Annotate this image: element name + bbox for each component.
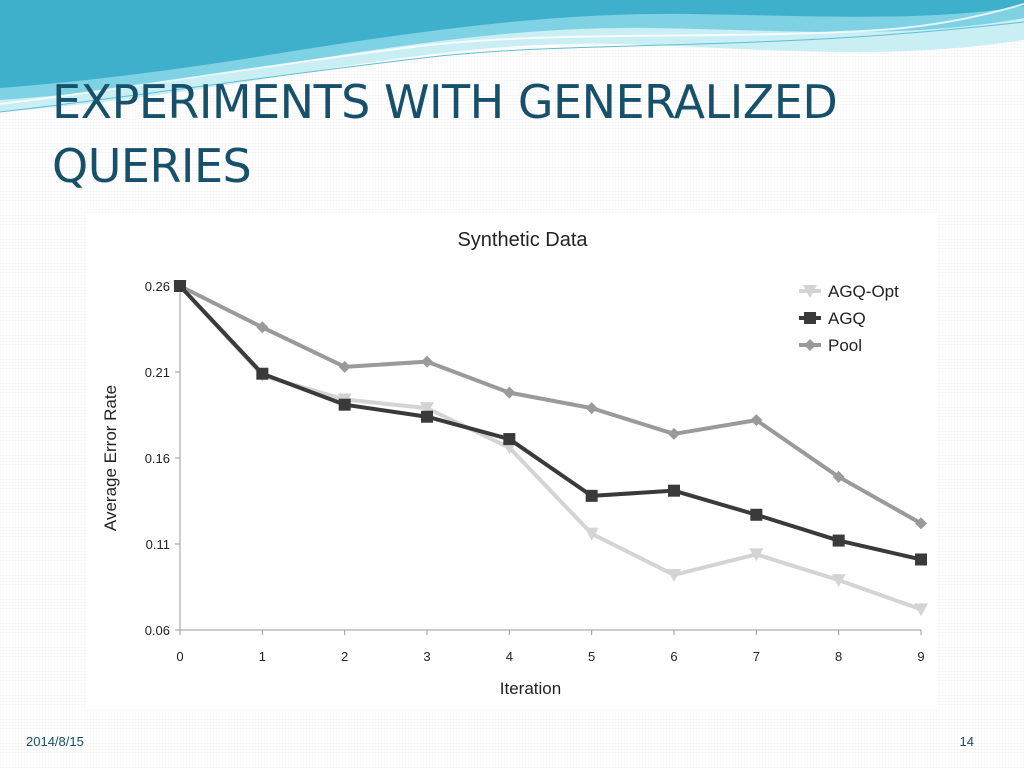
series-line-pool — [179, 284, 922, 526]
x-tick-label: 5 — [588, 649, 595, 664]
wave-highlight — [0, 3, 1024, 105]
x-tick-label: 7 — [753, 649, 760, 664]
chart-title: Synthetic Data — [457, 229, 588, 251]
data-point-agq-opt — [831, 574, 846, 588]
data-point-pool — [832, 470, 845, 483]
data-point-pool — [421, 355, 433, 368]
x-tick-label: 0 — [176, 649, 183, 664]
legend-marker-pool — [804, 339, 816, 351]
data-point-agq — [750, 508, 763, 521]
footer-date: 2014/8/15 — [26, 734, 84, 749]
y-tick-label: 0.16 — [145, 451, 170, 466]
data-point-agq — [915, 553, 927, 566]
x-tick-label: 1 — [259, 649, 266, 664]
x-tick-label: 2 — [341, 649, 348, 664]
y-tick-label: 0.21 — [145, 365, 170, 380]
x-tick-label: 3 — [423, 649, 430, 664]
x-tick-label: 4 — [506, 649, 513, 664]
wave-dark — [0, 0, 1024, 88]
y-axis-label: Average Error Rate — [101, 385, 120, 531]
y-tick-label: 0.06 — [145, 623, 170, 638]
decorative-wave-banner — [0, 0, 1024, 113]
data-point-agq — [256, 367, 269, 380]
y-tick-label: 0.26 — [145, 279, 170, 294]
line-chart: Synthetic Data 0.06 0.11 0.16 0.21 0.26 0 1 2 3 4 5… — [101, 229, 928, 698]
data-point-pool — [256, 321, 269, 334]
data-point-agq-opt — [667, 568, 681, 582]
data-point-agq — [174, 280, 186, 292]
wave-line — [0, 21, 1024, 113]
data-point-pool — [915, 517, 927, 530]
data-point-agq — [832, 534, 845, 547]
data-point-agq-opt — [584, 527, 599, 541]
series-line-agq-opt — [178, 284, 922, 612]
data-point-agq — [668, 484, 680, 497]
legend-label-agq-opt: AGQ-Opt — [828, 282, 899, 301]
x-axis-label: Iteration — [500, 679, 561, 698]
y-tick-label: 0.11 — [146, 537, 170, 552]
legend-label-pool: Pool — [828, 336, 862, 355]
data-point-agq-opt — [914, 603, 928, 617]
chart-panel: Synthetic Data 0.06 0.11 0.16 0.21 0.26 0 1 2 3 4 5… — [86, 213, 937, 710]
slide-title: EXPERIMENTS WITH GENERALIZED QUERIES — [52, 75, 838, 193]
legend-marker-agq-opt — [803, 285, 817, 298]
data-point-agq — [421, 410, 433, 423]
data-point-agq-opt — [749, 548, 764, 562]
page-number: 14 — [959, 734, 974, 749]
legend-marker-agq — [804, 312, 816, 324]
x-tick-label: 8 — [835, 649, 842, 664]
data-point-agq — [503, 433, 516, 446]
series-line-agq — [178, 284, 922, 562]
data-point-pool — [668, 427, 680, 440]
x-tick-label: 9 — [917, 649, 924, 664]
data-point-pool — [750, 414, 763, 427]
x-tick-label: 6 — [670, 649, 677, 664]
data-point-pool — [503, 386, 516, 399]
data-point-agq — [338, 398, 351, 411]
data-point-agq — [585, 489, 598, 502]
legend-label-agq: AGQ — [828, 309, 866, 328]
data-point-pool — [338, 360, 351, 373]
data-point-agq-opt — [420, 402, 434, 416]
data-point-pool — [585, 402, 598, 415]
